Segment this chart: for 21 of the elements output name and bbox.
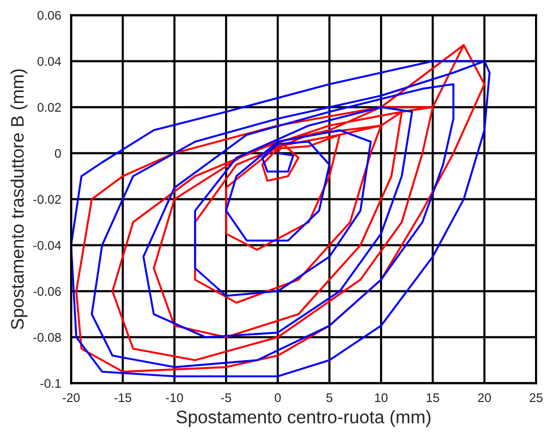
- x-tick-label: 0: [274, 393, 281, 402]
- y-tick-label: -0.08: [33, 333, 61, 342]
- y-tick-label: -0.06: [33, 286, 61, 296]
- x-tick-label: -10: [166, 393, 183, 402]
- y-tick-label: 0: [54, 148, 61, 158]
- y-tick-label: -0.02: [33, 194, 61, 204]
- x-tick-label: -5: [221, 393, 232, 402]
- x-tick-label: -20: [62, 393, 80, 402]
- x-tick-label: 10: [375, 393, 388, 402]
- x-tick-label: 5: [326, 393, 332, 402]
- y-tick-label: 0.06: [38, 10, 61, 20]
- y-tick-label: -0.1: [40, 379, 61, 388]
- y-tick-label: 0.04: [38, 56, 62, 66]
- x-tick-label: 25: [530, 393, 542, 402]
- x-axis-title: Spostamento centro-ruota (mm): [176, 410, 430, 427]
- x-tick-label: -15: [114, 393, 132, 402]
- x-tick-label: 20: [478, 393, 491, 402]
- y-axis-title: Spostamento trasduttore B (mm): [10, 69, 28, 330]
- y-tick-label: -0.04: [33, 240, 62, 250]
- x-tick-label: 15: [426, 393, 440, 402]
- y-tick-label: 0.02: [38, 102, 61, 112]
